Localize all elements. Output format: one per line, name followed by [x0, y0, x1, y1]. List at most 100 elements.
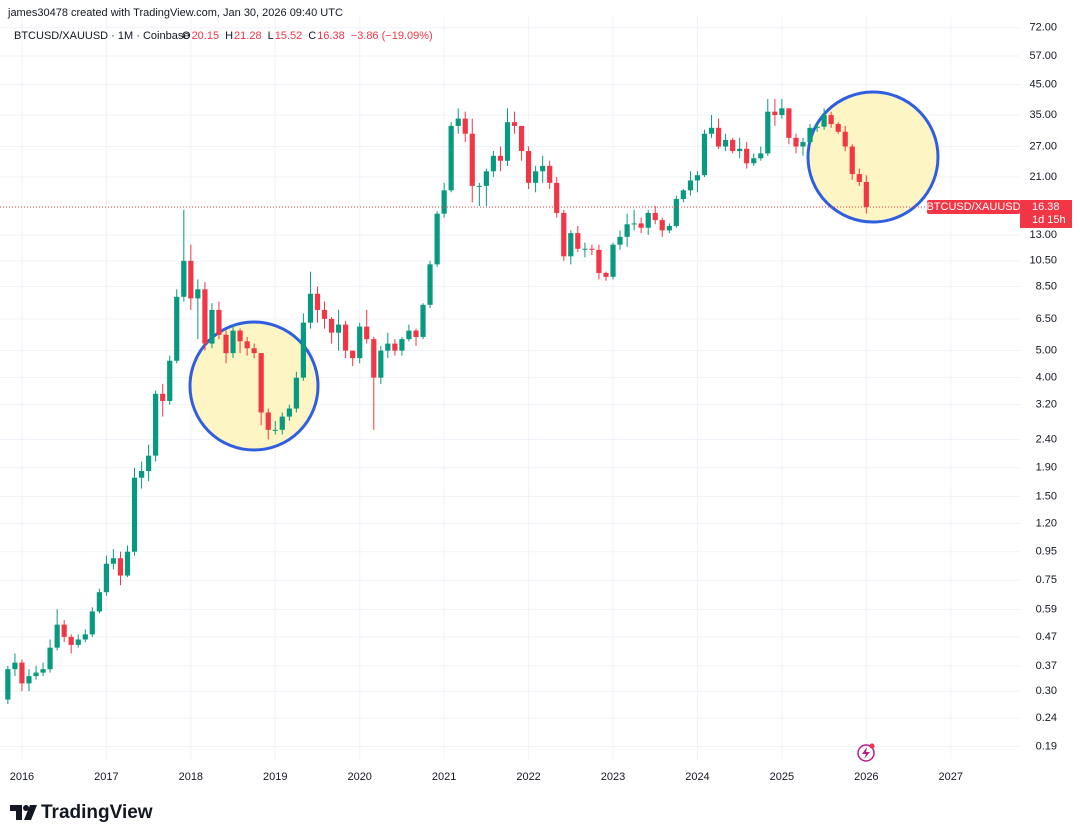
candle-body	[202, 289, 208, 344]
candle-body	[307, 293, 314, 323]
candle-body	[103, 563, 109, 593]
candle-body	[441, 190, 447, 214]
candle-body	[497, 155, 504, 161]
candle-body	[807, 127, 813, 143]
candle-body	[659, 220, 665, 231]
candle-body	[12, 662, 18, 670]
candle-body	[737, 148, 743, 152]
y-tick-label: 6.50	[1036, 313, 1057, 325]
candle-body	[160, 393, 166, 401]
candle-body	[89, 611, 95, 635]
y-tick-label: 4.00	[1036, 372, 1057, 384]
candle-body	[772, 111, 778, 116]
y-tick-label: 3.20	[1036, 399, 1057, 411]
y-tick-label: 8.50	[1036, 280, 1057, 292]
candle-body	[209, 309, 215, 344]
x-tick-label: 2020	[347, 771, 371, 783]
candle-body	[343, 324, 349, 351]
legend-change: −3.86 (−19.09%)	[351, 30, 433, 42]
price-tag	[1020, 199, 1072, 228]
candle-body	[188, 260, 194, 299]
candle-body	[33, 672, 39, 677]
candle-body	[244, 341, 250, 349]
candle-body	[139, 471, 145, 478]
candle-body	[561, 212, 567, 257]
y-tick-label: 0.75	[1036, 574, 1057, 586]
candle-body	[117, 558, 124, 576]
candle-body	[715, 127, 722, 147]
candle-body	[124, 551, 131, 576]
y-tick-label: 45.00	[1029, 79, 1057, 91]
candle-body	[5, 669, 11, 700]
candle-body	[399, 339, 405, 351]
candle-body	[730, 139, 736, 152]
x-tick-label: 2016	[10, 771, 34, 783]
candle-body	[680, 190, 686, 199]
candle-body	[195, 289, 201, 299]
candle-body	[568, 233, 574, 257]
candle-body	[406, 330, 412, 340]
legend-key: C	[308, 30, 316, 42]
y-tick-label: 2.40	[1036, 433, 1057, 445]
alert-icon	[857, 743, 875, 762]
candle-body	[842, 131, 848, 147]
candle-body	[603, 272, 609, 277]
candle-body	[251, 348, 257, 354]
x-tick-label: 2022	[516, 771, 540, 783]
candle-body	[814, 126, 820, 128]
logo-text: TradingView	[41, 802, 153, 823]
x-tick-label: 2024	[685, 771, 709, 783]
price-tag-value: 16.38	[1032, 201, 1060, 213]
candle-body	[378, 350, 384, 378]
ohlc-legend: O 20.15 H 21.28 L 15.52 C 16.38 −3.86 (−19.09%)	[182, 30, 433, 42]
candle-body	[314, 293, 321, 310]
candle-body	[223, 334, 229, 354]
x-tick-label: 2026	[854, 771, 878, 783]
y-tick-label: 1.90	[1036, 462, 1057, 474]
candle-body	[300, 322, 306, 378]
candle-body	[448, 125, 454, 191]
candle-body	[230, 330, 236, 354]
candle-body	[82, 634, 88, 640]
y-tick-label: 5.00	[1036, 345, 1057, 357]
candle-body	[708, 127, 715, 134]
candle-body	[835, 124, 841, 132]
y-tick-label: 35.00	[1029, 109, 1057, 121]
candle-body	[434, 213, 440, 265]
chart-title: BTCUSD/XAUUSD · 1M · Coinbase	[14, 30, 189, 42]
candle-body	[413, 330, 419, 337]
symbol-tag-text: BTCUSD/XAUUSD	[926, 201, 1020, 213]
legend-value: 20.15	[192, 30, 220, 42]
candle-body	[652, 212, 658, 221]
candle-body	[554, 182, 560, 213]
candle-body	[596, 249, 602, 273]
candle-body	[722, 139, 729, 147]
candle-body	[462, 118, 468, 134]
candle-body	[849, 146, 855, 175]
y-tick-label: 0.59	[1036, 603, 1057, 615]
candle-body	[511, 122, 518, 126]
candle-body	[793, 137, 799, 147]
symbol-tag	[927, 199, 1020, 214]
candle-body	[455, 118, 461, 126]
candle-body	[153, 393, 159, 456]
candle-body	[328, 318, 335, 333]
candle-body	[258, 353, 264, 413]
candle-body	[364, 326, 370, 340]
candle-body	[673, 198, 679, 227]
candle-body	[420, 304, 426, 337]
candle-body	[54, 624, 60, 648]
y-tick-label: 72.00	[1029, 22, 1057, 34]
x-tick-label: 2023	[601, 771, 625, 783]
x-tick-label: 2025	[770, 771, 794, 783]
y-tick-label: 13.00	[1029, 229, 1057, 241]
candle-body	[68, 636, 74, 645]
candle-body	[786, 108, 792, 138]
candle-body	[540, 165, 546, 172]
candle-body	[181, 260, 187, 297]
highlight-circle	[188, 320, 320, 452]
candle-body	[26, 676, 32, 684]
legend-key: L	[268, 30, 274, 42]
